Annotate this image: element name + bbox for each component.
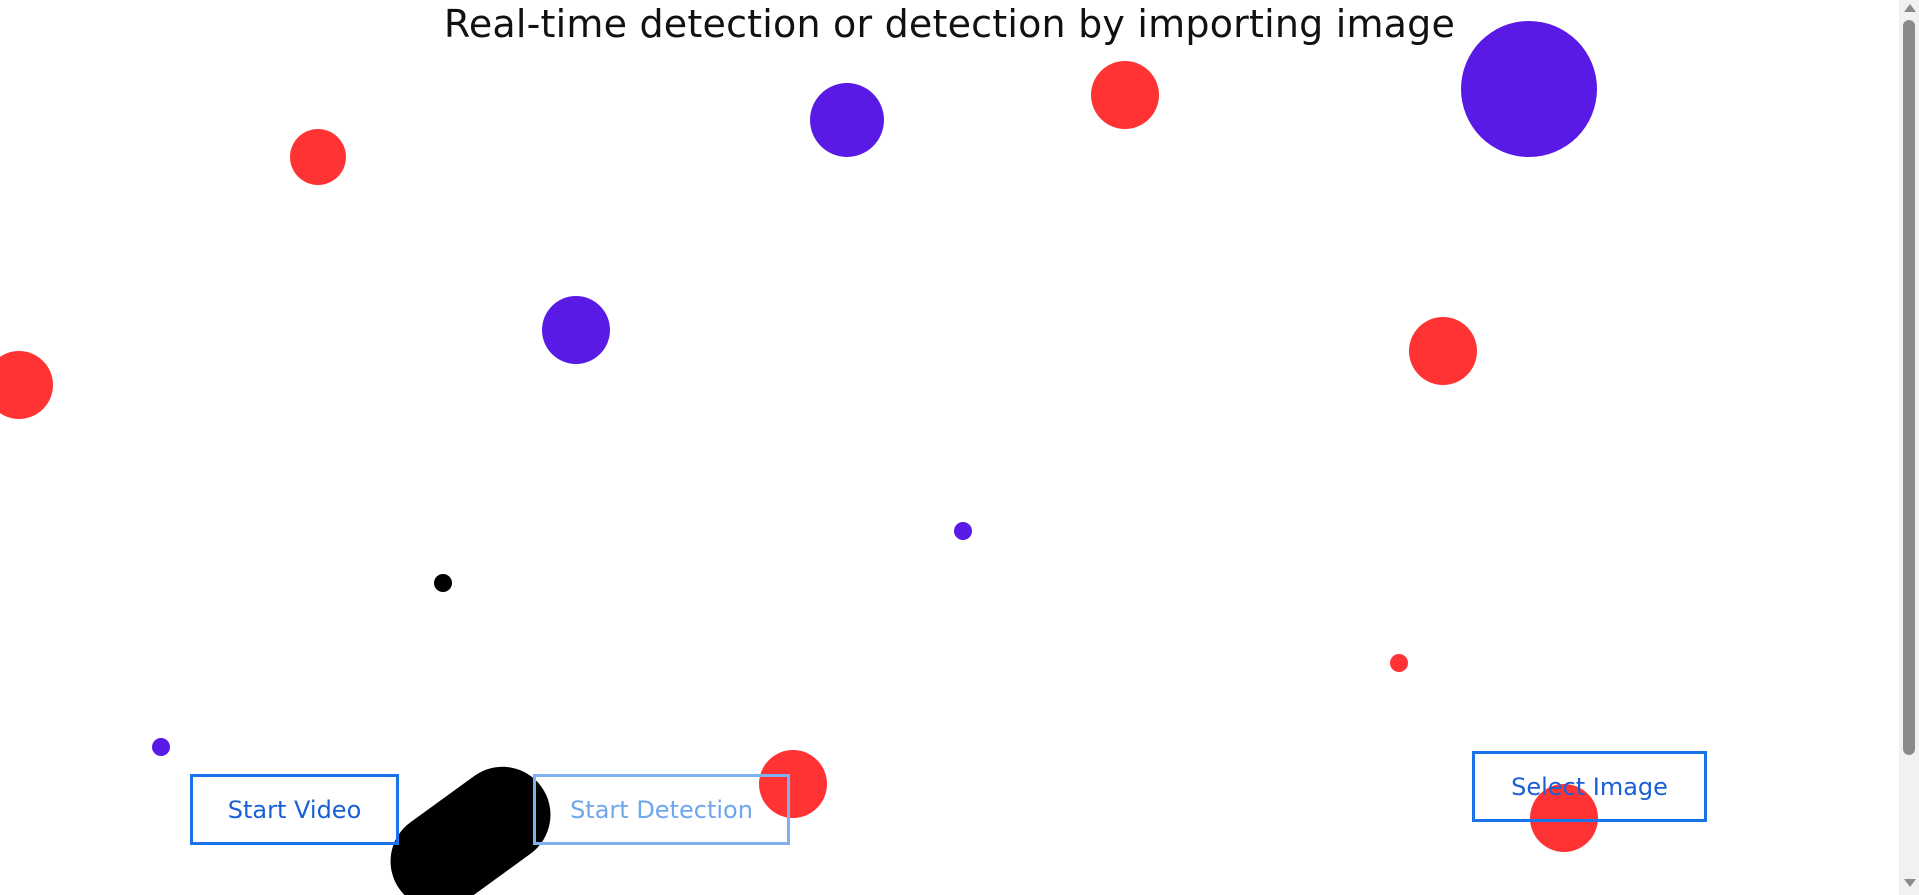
red-dot [1530,784,1598,852]
purple-dot [542,296,610,364]
scroll-up-arrow-icon[interactable] [1904,4,1916,12]
scrollbar-thumb[interactable] [1903,20,1915,755]
vertical-scrollbar[interactable] [1899,0,1919,895]
red-dot [1390,654,1408,672]
purple-dot [1461,21,1597,157]
select-image-button[interactable]: Select Image [1472,751,1707,822]
red-dot [290,129,346,185]
purple-dot [954,522,972,540]
red-dot [1091,61,1159,129]
red-dot [1409,317,1477,385]
black-dot [434,574,452,592]
start-detection-button[interactable]: Start Detection [533,774,790,845]
scroll-down-arrow-icon[interactable] [1904,879,1916,887]
red-dot [0,351,53,419]
purple-dot [810,83,884,157]
red-dot [759,750,827,818]
purple-dot [152,738,170,756]
page-title: Real-time detection or detection by impo… [443,2,1456,46]
start-video-button[interactable]: Start Video [190,774,399,845]
